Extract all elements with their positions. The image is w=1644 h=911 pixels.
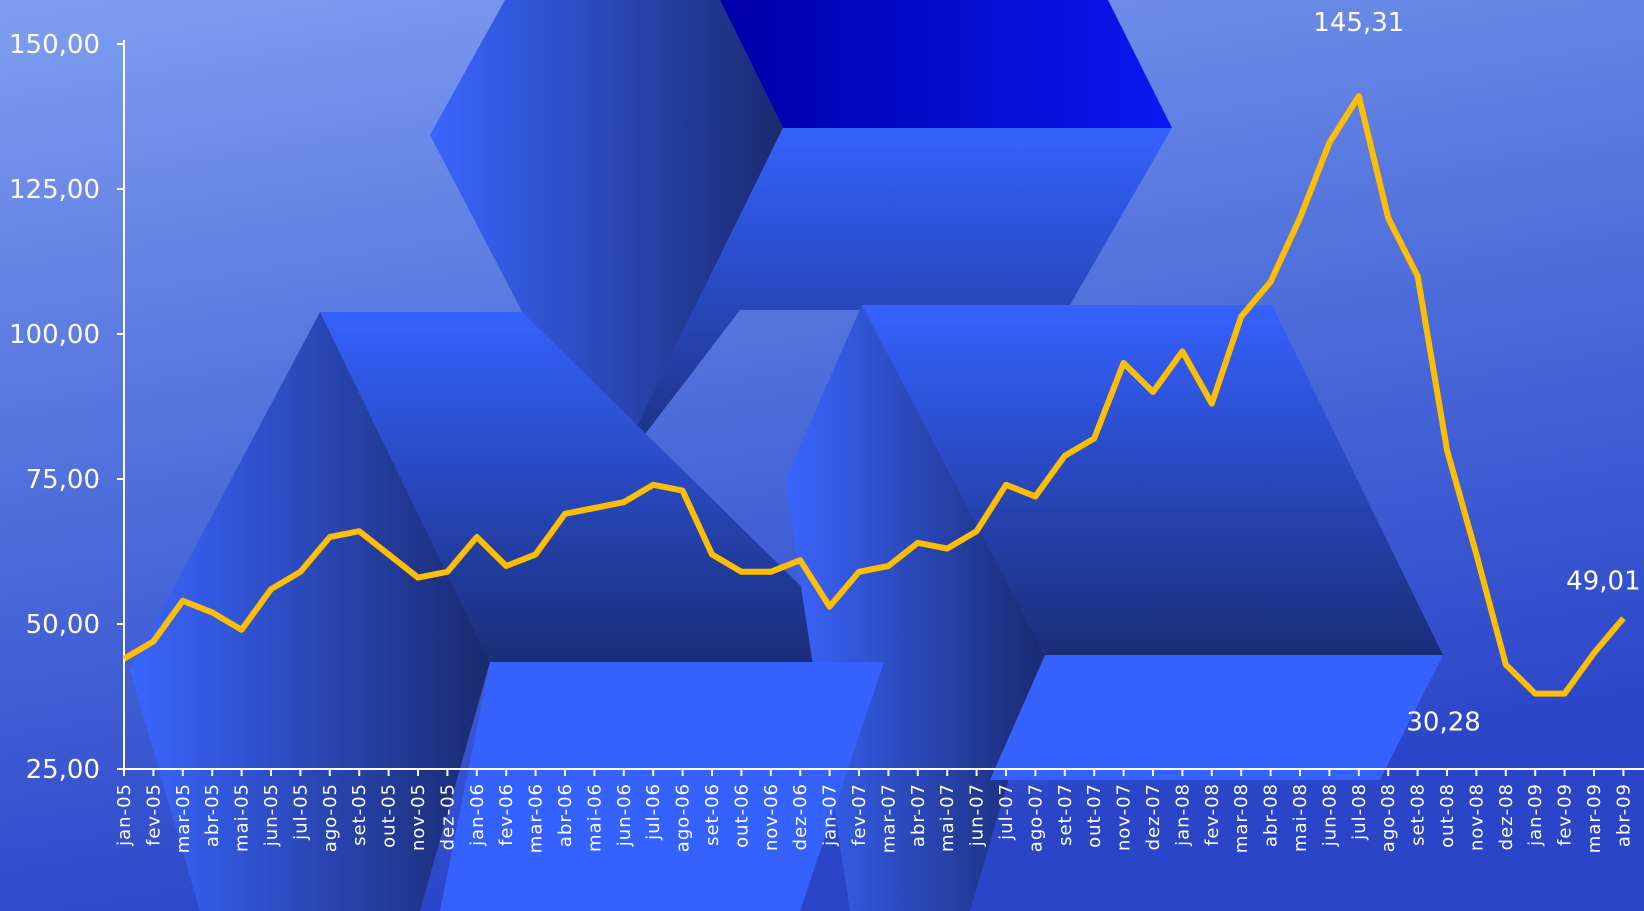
x-tick-label: out-05 [379,783,400,848]
x-tick-label: jun-08 [1319,783,1340,847]
x-tick-label: out-07 [1084,783,1105,848]
y-tick-label: 150,00 [9,30,100,60]
x-tick-label: abr-07 [908,783,929,847]
x-tick-label: nov-07 [1114,783,1135,851]
x-tick-label: jan-05 [114,783,135,847]
x-tick-label: abr-08 [1261,783,1282,847]
x-tick-label: fev-05 [143,783,164,846]
x-tick-label: abr-06 [555,783,576,847]
y-tick-label: 125,00 [9,175,100,205]
x-tick-label: set-06 [702,783,723,846]
x-tick-label: fev-09 [1555,783,1576,846]
x-tick-label: jan-06 [467,783,488,847]
x-tick-label: mar-07 [878,783,899,853]
x-tick-label: jul-06 [643,783,664,841]
x-tick-label: jul-08 [1349,783,1370,841]
x-tick-label: jun-07 [967,783,988,847]
x-tick-label: abr-09 [1613,783,1634,847]
x-tick-label: set-07 [1055,783,1076,846]
x-tick-label: jan-08 [1172,783,1193,847]
x-tick-label: dez-07 [1143,783,1164,850]
x-tick-label: mar-05 [173,783,194,853]
x-tick-label: mar-09 [1584,783,1605,853]
x-tick-label: fev-07 [849,783,870,846]
x-tick-label: nov-05 [408,783,429,851]
y-tick-label: 100,00 [9,320,100,350]
x-tick-label: dez-06 [790,783,811,850]
annotation: 30,28 [1406,707,1480,737]
x-tick-label: jan-07 [820,783,841,847]
y-tick-label: 50,00 [26,610,100,640]
x-tick-label: out-06 [731,783,752,848]
x-tick-label: abr-05 [202,783,223,847]
x-tick-label: ago-08 [1378,783,1399,852]
x-tick-label: jan-09 [1525,783,1546,847]
x-tick-label: set-08 [1408,783,1429,846]
x-tick-label: fev-06 [496,783,517,846]
x-tick-label: nov-08 [1466,783,1487,851]
x-tick-label: nov-06 [761,783,782,851]
x-tick-label: jun-06 [614,783,635,847]
x-tick-label: jun-05 [261,783,282,847]
x-tick-label: fev-08 [1202,783,1223,846]
annotation: 145,31 [1313,8,1404,38]
x-tick-label: out-08 [1437,783,1458,848]
x-tick-label: jul-07 [996,783,1017,841]
x-tick-label: mai-07 [937,783,958,852]
x-tick-label: ago-07 [1025,783,1046,852]
x-tick-label: ago-06 [673,783,694,852]
x-tick-label: jul-05 [290,783,311,841]
x-tick-label: mai-05 [232,783,253,852]
price-line [122,93,1626,697]
y-tick-label: 25,00 [26,755,100,785]
x-tick-label: mai-06 [584,783,605,852]
x-tick-label: mar-08 [1231,783,1252,853]
x-tick-label: dez-05 [437,783,458,850]
y-tick-label: 75,00 [26,465,100,495]
x-tick-label: dez-08 [1496,783,1517,850]
annotation: 49,01 [1566,567,1640,597]
x-tick-label: set-05 [349,783,370,846]
x-tick-label: ago-05 [320,783,341,852]
x-tick-label: mai-08 [1290,783,1311,852]
x-tick-label: mar-06 [526,783,547,853]
